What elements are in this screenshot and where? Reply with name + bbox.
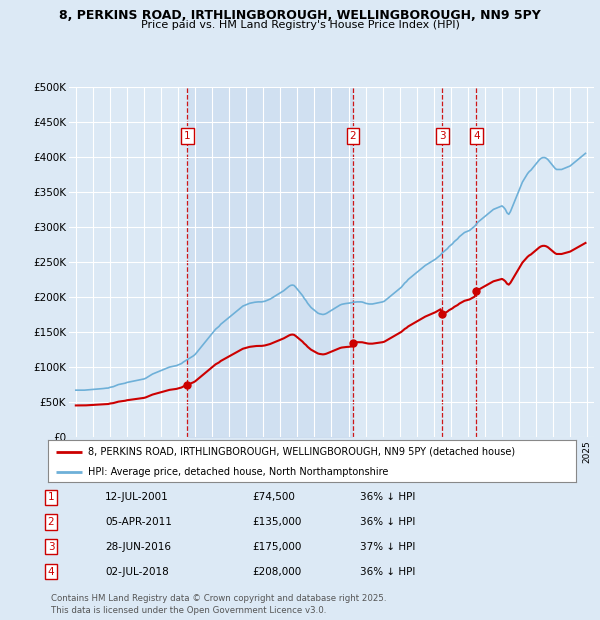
Text: 8, PERKINS ROAD, IRTHLINGBOROUGH, WELLINGBOROUGH, NN9 5PY: 8, PERKINS ROAD, IRTHLINGBOROUGH, WELLIN… [59,9,541,22]
Text: 3: 3 [439,131,445,141]
Text: Price paid vs. HM Land Registry's House Price Index (HPI): Price paid vs. HM Land Registry's House … [140,20,460,30]
Text: 37% ↓ HPI: 37% ↓ HPI [360,542,415,552]
Text: £74,500: £74,500 [252,492,295,502]
Text: £175,000: £175,000 [252,542,301,552]
Text: 02-JUL-2018: 02-JUL-2018 [105,567,169,577]
Text: 12-JUL-2001: 12-JUL-2001 [105,492,169,502]
Text: 2: 2 [47,517,55,527]
Text: 1: 1 [47,492,55,502]
Text: 28-JUN-2016: 28-JUN-2016 [105,542,171,552]
Text: 4: 4 [47,567,55,577]
Text: 05-APR-2011: 05-APR-2011 [105,517,172,527]
Text: 8, PERKINS ROAD, IRTHLINGBOROUGH, WELLINGBOROUGH, NN9 5PY (detached house): 8, PERKINS ROAD, IRTHLINGBOROUGH, WELLIN… [88,446,515,456]
Text: 4: 4 [473,131,479,141]
Text: 2: 2 [350,131,356,141]
Text: 3: 3 [47,542,55,552]
Text: 36% ↓ HPI: 36% ↓ HPI [360,517,415,527]
Text: £208,000: £208,000 [252,567,301,577]
Text: £135,000: £135,000 [252,517,301,527]
Text: Contains HM Land Registry data © Crown copyright and database right 2025.
This d: Contains HM Land Registry data © Crown c… [51,594,386,615]
Text: HPI: Average price, detached house, North Northamptonshire: HPI: Average price, detached house, Nort… [88,467,388,477]
Text: 36% ↓ HPI: 36% ↓ HPI [360,567,415,577]
Text: 1: 1 [184,131,190,141]
Text: 36% ↓ HPI: 36% ↓ HPI [360,492,415,502]
